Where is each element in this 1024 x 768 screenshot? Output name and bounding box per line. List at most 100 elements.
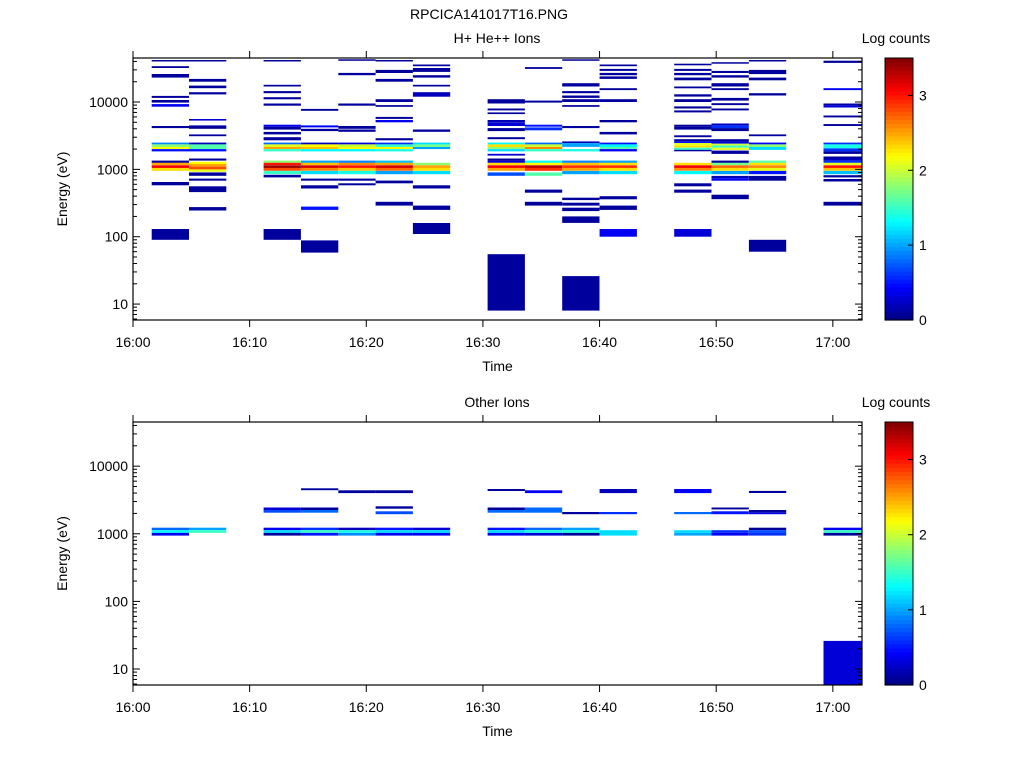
heatmap-cell bbox=[711, 88, 749, 91]
colorbar-segment bbox=[885, 291, 913, 297]
heatmap-cell bbox=[599, 170, 637, 175]
colorbar-segment bbox=[885, 508, 913, 514]
colorbar-segment bbox=[885, 193, 913, 198]
heatmap-cell bbox=[562, 141, 600, 144]
heatmap-cell bbox=[674, 147, 712, 150]
colorbar-segment bbox=[885, 70, 913, 75]
heatmap-cell bbox=[151, 165, 189, 168]
heatmap-cell bbox=[674, 94, 712, 97]
colorbar-tick-label: 1 bbox=[919, 602, 927, 618]
heatmap-cell bbox=[599, 131, 637, 135]
heatmap-cell bbox=[748, 532, 787, 536]
heatmap-cell bbox=[412, 527, 451, 531]
heatmap-cell bbox=[338, 142, 376, 145]
heatmap-cell bbox=[487, 122, 525, 126]
colorbar-tick-label: 0 bbox=[919, 312, 927, 328]
colorbar-segment bbox=[885, 242, 913, 247]
colorbar-segment bbox=[885, 74, 913, 80]
heatmap-cell bbox=[301, 144, 339, 147]
heatmap-cell bbox=[189, 125, 227, 129]
colorbar-tick-label: 2 bbox=[919, 162, 927, 178]
heatmap-cell bbox=[263, 167, 301, 171]
x-tick-label: 16:40 bbox=[582, 334, 617, 350]
figure-title: RPCICA141017T16.PNG bbox=[410, 6, 568, 22]
heatmap-cell bbox=[375, 530, 413, 533]
heatmap-cell bbox=[338, 165, 376, 168]
heatmap-cell bbox=[562, 170, 600, 175]
heatmap-cell bbox=[151, 142, 189, 145]
heatmap-cell bbox=[823, 115, 862, 118]
heatmap-cell bbox=[263, 162, 301, 166]
colorbar-segment bbox=[885, 458, 913, 464]
heatmap-cell bbox=[823, 156, 862, 159]
heatmap-cell bbox=[487, 144, 525, 147]
heatmap-cell bbox=[375, 69, 413, 73]
heatmap-cell bbox=[748, 93, 787, 96]
heatmap-cell bbox=[338, 527, 376, 531]
colorbar: 0 1 2 3 Log counts bbox=[862, 394, 931, 693]
colorbar-segment bbox=[885, 672, 913, 678]
heatmap-cell bbox=[823, 167, 862, 171]
colorbar-segment bbox=[885, 483, 913, 489]
colorbar-segment bbox=[885, 660, 913, 666]
heatmap-cell bbox=[823, 640, 862, 685]
colorbar-segment bbox=[885, 664, 913, 670]
heatmap-cell bbox=[562, 202, 600, 206]
heatmap-cell bbox=[487, 162, 525, 166]
heatmap-cell bbox=[524, 127, 563, 131]
colorbar-label: Log counts bbox=[862, 394, 931, 410]
heatmap-cell bbox=[263, 126, 301, 130]
heatmap-cell bbox=[338, 160, 376, 163]
y-tick-label: 10000 bbox=[89, 458, 128, 474]
x-tick-label: 16:10 bbox=[232, 334, 267, 350]
colorbar-segment bbox=[885, 225, 913, 231]
heatmap-cell bbox=[674, 149, 712, 152]
heatmap-cell bbox=[301, 162, 339, 166]
colorbar-segment bbox=[885, 619, 913, 624]
colorbar-segment bbox=[885, 217, 913, 223]
heatmap-cell bbox=[748, 527, 787, 531]
heatmap-cell bbox=[524, 490, 563, 494]
heatmap-cell bbox=[189, 144, 227, 150]
heatmap-cell bbox=[524, 532, 563, 536]
heatmap-cell bbox=[748, 165, 787, 168]
heatmap-cell bbox=[599, 160, 637, 163]
x-tick-label: 16:50 bbox=[699, 334, 734, 350]
heatmap-cell bbox=[674, 512, 712, 515]
heatmap-cell bbox=[151, 100, 189, 103]
heatmap-cell bbox=[189, 166, 227, 170]
heatmap-cell bbox=[487, 160, 525, 163]
colorbar-segment bbox=[885, 234, 913, 239]
heatmap-cell bbox=[823, 148, 862, 152]
heatmap-cell bbox=[823, 105, 862, 108]
heatmap-cell bbox=[263, 229, 301, 240]
heatmap-cell bbox=[748, 167, 787, 171]
colorbar-segment bbox=[885, 266, 913, 272]
heatmap-cells bbox=[151, 59, 862, 311]
heatmap-cell bbox=[823, 142, 862, 145]
heatmap-cell bbox=[823, 530, 862, 533]
heatmap-cell bbox=[711, 530, 749, 533]
heatmap-cell bbox=[711, 145, 749, 148]
colorbar-segment bbox=[885, 471, 913, 477]
colorbar-tick-label: 3 bbox=[919, 452, 927, 468]
colorbar-segment bbox=[885, 491, 913, 497]
y-tick-label: 100 bbox=[105, 593, 129, 609]
heatmap-cell bbox=[524, 142, 563, 145]
heatmap-cell bbox=[375, 99, 413, 102]
heatmap-cell bbox=[151, 126, 189, 129]
heatmap-cell bbox=[524, 527, 563, 531]
heatmap-cell bbox=[263, 60, 301, 62]
colorbar-segment bbox=[885, 557, 913, 563]
heatmap-cell bbox=[674, 99, 712, 102]
colorbar-segment bbox=[885, 131, 913, 137]
heatmap-cell bbox=[189, 164, 227, 167]
heatmap-cell bbox=[674, 162, 712, 166]
heatmap-cell bbox=[189, 78, 227, 82]
colorbar-segment bbox=[885, 668, 913, 674]
heatmap-cell bbox=[151, 162, 189, 166]
colorbar-segment bbox=[885, 205, 913, 211]
heatmap-cell bbox=[151, 532, 189, 536]
heatmap-cell bbox=[524, 160, 563, 163]
heatmap-cell bbox=[562, 276, 600, 311]
